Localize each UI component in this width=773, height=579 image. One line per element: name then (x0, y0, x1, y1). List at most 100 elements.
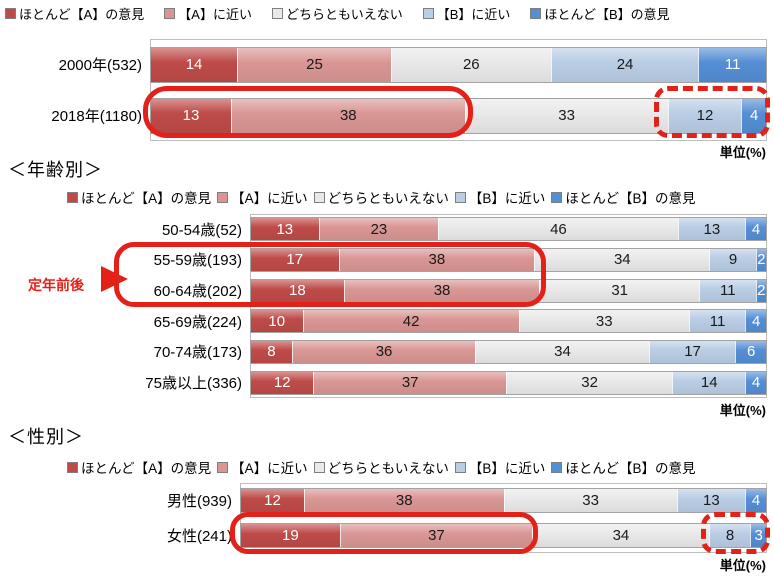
legend-item: ほとんど【B】の意見 (551, 457, 695, 477)
legend-swatch-icon (530, 8, 542, 19)
legend-item: 【A】に近い (217, 457, 308, 477)
legend-swatch-icon (551, 191, 563, 203)
value-label: 12 (264, 492, 281, 509)
value-label: 13 (703, 220, 721, 238)
bar-segment: 4 (745, 218, 766, 241)
bar-segment: 18 (251, 279, 344, 302)
bar-segment: 12 (251, 371, 314, 394)
legend-label: どちらともいえない (327, 461, 449, 476)
category-label: 2000年(532) (58, 57, 142, 74)
value-label: 46 (550, 220, 567, 238)
retirement-callout-label: 定年前後 (28, 277, 84, 293)
right-arrow-icon (101, 266, 128, 292)
bar-segment: 34 (475, 340, 649, 363)
legend-label: 【B】に近い (468, 461, 546, 476)
legend-item: 【B】に近い (454, 187, 545, 207)
legend-item: ほとんど【A】の意見 (67, 187, 211, 207)
bar-row: 70-74歳(173) 8 36 34 17 6 (0, 339, 767, 364)
value-label: 33 (582, 492, 599, 509)
value-label: 3 (754, 527, 763, 544)
bar-segment: 4 (745, 310, 766, 333)
bar-row: 60-64歳(202) 18 38 31 11 2 (0, 278, 767, 303)
bar-segment: 13 (676, 489, 745, 512)
bar-segment: 34 (532, 524, 709, 547)
stacked-bar: 12 37 32 14 4 (250, 370, 767, 395)
bar-segment: 38 (343, 279, 540, 302)
bar-row: 2000年(532) 14 25 26 24 11 (0, 46, 767, 83)
bar-segment: 26 (390, 47, 551, 82)
value-label: 2 (757, 251, 766, 269)
value-label: 25 (306, 56, 323, 73)
bar-segment: 11 (698, 47, 766, 82)
bar-segment: 12 (241, 489, 304, 512)
legend-swatch-icon (551, 461, 563, 473)
unit-label: 単位(%) (719, 403, 766, 418)
value-label: 31 (611, 282, 629, 300)
legend-item: どちらともいえない (313, 187, 449, 207)
age-section-title: ＜年齢別＞ (8, 160, 103, 180)
bar-segment: 12 (667, 98, 742, 133)
legend-item: 【B】に近い (422, 4, 510, 23)
stacked-bar: 12 38 33 13 4 (240, 488, 767, 513)
stacked-bar: 8 36 34 17 6 (250, 339, 767, 364)
value-label: 37 (401, 374, 419, 392)
bar-segment: 31 (539, 279, 700, 302)
legend-item: 【A】に近い (164, 4, 252, 23)
stacked-bar: 14 25 26 24 11 (150, 46, 767, 83)
value-label: 17 (286, 251, 304, 269)
bar-segment: 13 (677, 218, 746, 241)
bar-row: 75歳以上(336) 12 37 32 14 4 (0, 370, 767, 395)
legend-swatch-icon (67, 191, 78, 203)
bar-segment: 37 (313, 371, 506, 394)
value-label: 17 (684, 343, 701, 361)
value-label: 37 (428, 527, 445, 544)
legend-swatch-icon (5, 8, 16, 19)
bar-segment: 11 (688, 310, 746, 333)
stacked-bar: 13 23 46 13 4 (250, 217, 767, 242)
value-label: 36 (375, 343, 393, 361)
legend-item: 【A】に近い (217, 187, 308, 207)
category-label: 65-69歳(224) (153, 313, 242, 331)
bar-segment: 17 (648, 340, 736, 363)
value-label: 38 (428, 251, 446, 269)
legend-item: ほとんど【A】の意見 (67, 457, 211, 477)
legend-swatch-icon (271, 8, 283, 19)
bar-segment: 19 (241, 524, 340, 547)
category-label: 70-74歳(173) (153, 344, 242, 362)
bar-segment: 14 (672, 371, 746, 394)
value-label: 34 (554, 343, 571, 361)
legend-label: どちらともいえない (285, 7, 403, 22)
value-label: 38 (433, 282, 451, 300)
unit-label: 単位(%) (719, 145, 766, 160)
legend-label: 【A】に近い (231, 461, 308, 476)
bar-segment: 6 (735, 340, 766, 363)
bar-segment: 42 (302, 310, 519, 333)
legend-swatch-icon (422, 8, 434, 19)
bar-segment: 38 (230, 98, 465, 133)
bar-segment: 25 (237, 47, 391, 82)
legend-swatch-icon (217, 191, 229, 203)
value-label: 13 (276, 220, 294, 238)
legend-label: ほとんど【A】の意見 (19, 7, 145, 22)
value-label: 13 (182, 107, 200, 124)
value-label: 4 (749, 107, 759, 124)
category-label: 女性(241) (166, 528, 232, 545)
value-label: 8 (725, 527, 735, 544)
bar-segment: 34 (534, 248, 710, 271)
legend-label: ほとんど【A】の意見 (81, 191, 212, 206)
bar-segment: 32 (505, 371, 673, 394)
value-label: 10 (268, 312, 286, 330)
bar-row: 男性(939) 12 38 33 13 4 (0, 488, 767, 513)
bar-segment: 36 (291, 340, 476, 363)
legend-swatch-icon (313, 461, 325, 473)
value-label: 14 (185, 56, 203, 73)
legend-label: ほとんど【B】の意見 (565, 461, 696, 476)
category-label: 60-64歳(202) (153, 283, 242, 301)
legend-label: 【A】に近い (231, 191, 308, 206)
legend-label: どちらともいえない (327, 191, 449, 206)
bar-segment: 4 (745, 489, 766, 512)
legend-swatch-icon (313, 191, 325, 203)
legend-label: ほとんど【B】の意見 (544, 7, 670, 22)
legend-label: ほとんど【B】の意見 (565, 191, 696, 206)
